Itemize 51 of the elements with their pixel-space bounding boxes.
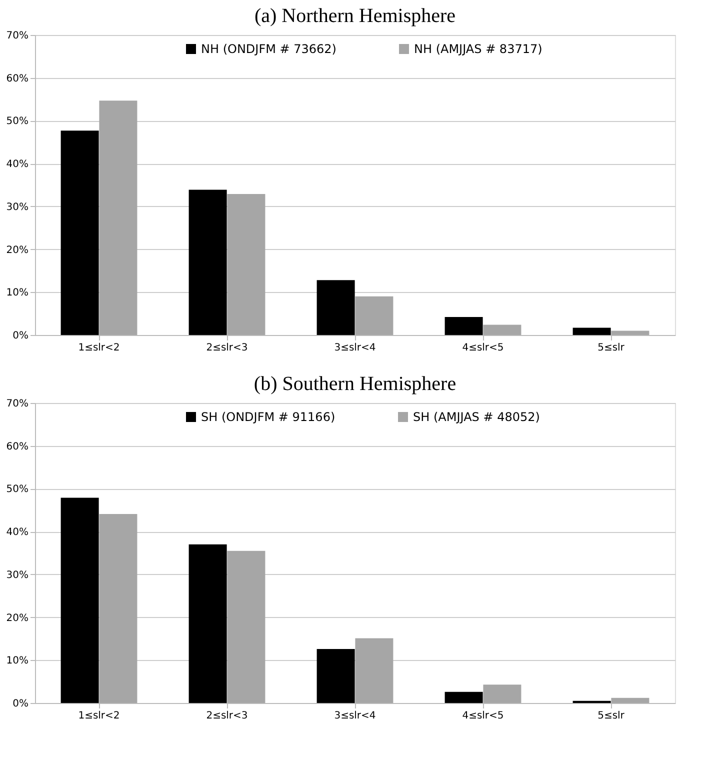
x-tick-label: 4≤slr<5 [462,710,504,722]
bar [611,698,650,703]
chart-title: (a) Northern Hemisphere [254,5,456,27]
bar [316,649,355,703]
y-tick-label: 70% [6,30,28,42]
chart-title: (b) Southern Hemisphere [254,373,456,395]
x-tick-label: 1≤slr<2 [78,342,120,354]
y-tick-label: 50% [6,116,28,128]
bar [483,324,522,335]
y-tick-label: 10% [6,288,28,299]
x-tick-label: 2≤slr<3 [206,342,248,354]
x-tick-label: 3≤slr<4 [334,342,376,354]
x-tick-label: 4≤slr<5 [462,342,504,354]
y-tick-label: 40% [6,159,28,170]
x-tick-label: 1≤slr<2 [78,710,120,722]
y-tick-label: 10% [6,656,28,667]
bar [227,550,266,703]
y-tick-label: 30% [6,570,28,581]
x-tick-label: 5≤slr [598,710,626,722]
bar [60,498,99,703]
bar [99,100,138,335]
bar [99,514,138,703]
y-tick-label: 70% [6,398,28,410]
bar [444,692,483,703]
bar [60,130,99,335]
legend-label: NH (ONDJFM # 73662) [201,42,336,56]
bar [355,638,394,703]
bar [483,684,522,703]
legend-label: NH (AMJJAS # 83717) [414,42,542,56]
bar [188,544,227,703]
x-tick-label: 2≤slr<3 [206,710,248,722]
x-tick-label: 3≤slr<4 [334,710,376,722]
y-tick-label: 0% [12,698,28,710]
bar [188,190,227,335]
x-tick-label: 5≤slr [598,342,626,354]
bar [444,317,483,335]
bar [572,328,611,335]
y-tick-label: 0% [12,330,28,342]
y-tick-label: 20% [6,612,28,624]
y-tick-label: 60% [6,441,28,452]
legend-label: SH (AMJJAS # 48052) [413,410,540,424]
bar [355,296,394,335]
y-tick-label: 50% [6,484,28,496]
bar [611,330,650,335]
legend-label: SH (ONDJFM # 91166) [201,410,336,424]
bar [227,194,266,335]
y-tick-label: 40% [6,527,28,538]
y-tick-label: 20% [6,244,28,256]
bar [316,280,355,335]
y-tick-label: 60% [6,73,28,84]
y-tick-label: 30% [6,202,28,213]
